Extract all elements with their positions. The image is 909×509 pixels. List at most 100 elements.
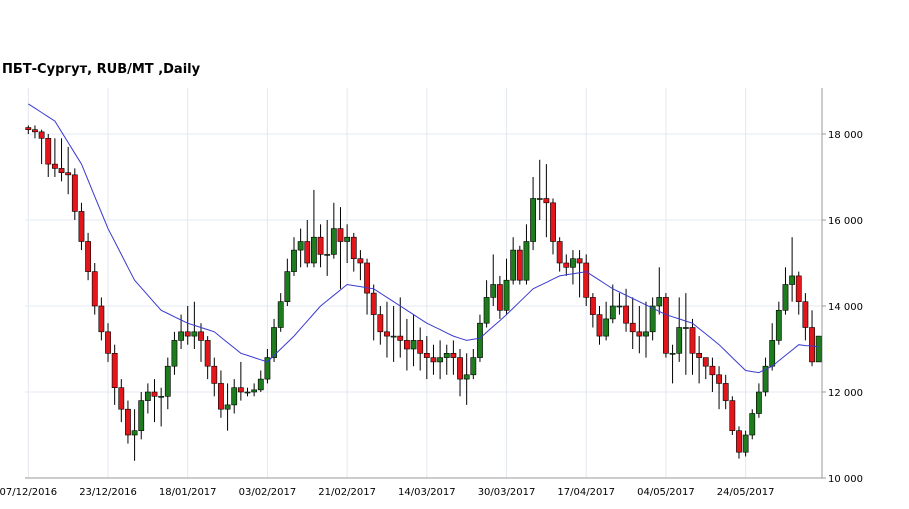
candle-body [689,327,696,354]
candle-body [125,408,131,436]
candle-body [437,357,444,363]
candle-body [397,335,404,341]
x-tick-label: 03/02/2017 [239,487,297,498]
grid [25,88,826,479]
candle-body [543,198,550,204]
candle-body [623,305,629,324]
x-tick-label: 24/05/2017 [717,487,775,498]
candle-body [131,430,138,436]
candle-body [782,284,789,311]
candle-body [443,352,450,358]
candle-body [749,413,756,436]
candle-body [164,365,171,397]
candle-body [138,400,145,432]
candle-body [477,322,483,358]
candle-body [257,378,264,391]
x-tick-label: 14/03/2017 [398,487,456,498]
candle-body [457,357,463,380]
candle-body [25,127,32,131]
candle-body [656,297,663,307]
candle-body [304,241,311,264]
candle-body [722,383,729,401]
y-tick-label: 12 000 [828,388,863,399]
candle-body [789,275,796,285]
candle-body [45,138,52,165]
candle-body [629,322,636,333]
candle-body [470,357,477,376]
candle-body [58,168,65,173]
candle-body [218,383,224,410]
candle-body [357,258,364,264]
candle-body [696,352,703,358]
candle-body [98,305,105,333]
x-tick-label: 04/05/2017 [637,487,695,498]
candle-body [291,249,297,272]
candle-body [463,374,470,380]
candle-body [191,331,198,337]
candle-body [536,198,543,200]
candle-body [171,340,178,367]
candle-body [244,391,251,394]
candle-body [550,202,556,242]
x-tick-label: 30/03/2017 [478,487,536,498]
candle-body [105,331,111,354]
candle-body [297,241,304,251]
candle-body [337,228,344,242]
candle-body [51,163,58,169]
candle-body [85,241,91,272]
candle-body [643,331,649,337]
candle-body [702,357,709,367]
candle-body [264,357,271,380]
candle-body [423,352,430,358]
candle-body [144,391,151,401]
candle-body [251,389,258,393]
x-tick-label: 17/04/2017 [557,487,615,498]
x-tick-label: 23/12/2016 [79,487,137,498]
candle-body [450,352,457,358]
candle-body [636,331,643,337]
candle-body [815,335,822,363]
candle-body [496,284,503,311]
candle-body [530,198,536,242]
marks [25,103,822,461]
candle-body [91,271,98,307]
candle-body [709,365,716,376]
candle-body [377,314,384,333]
candle-body [211,365,218,384]
y-tick-label: 14 000 [828,302,863,313]
y-tick-label: 10 000 [828,474,863,485]
candle-body [65,172,72,176]
y-tick-label: 16 000 [828,216,863,227]
x-tick-label: 21/02/2017 [318,487,376,498]
candle-body [570,258,576,268]
x-tick-label: 07/12/2016 [0,487,57,498]
candle-body [324,254,331,256]
candle-body [417,340,424,354]
candle-body [775,309,782,341]
candle-body [676,327,683,354]
candle-body [762,365,769,393]
candle-body [317,236,324,255]
candle-body [716,374,722,384]
candle-body [111,352,118,388]
candle-body [563,262,570,268]
candle-body [490,284,497,298]
candle-body [603,318,610,337]
moving-average-line [28,103,819,374]
candle-body [809,327,815,363]
candle-body [795,275,802,302]
candle-body [330,228,337,255]
candle-body [118,387,125,410]
candle-body [151,391,158,397]
candle-body [71,174,78,212]
candle-body [370,292,377,315]
candle-body [204,340,211,367]
candle-body [596,314,603,337]
candle-body [403,340,410,350]
candle-body [669,352,676,355]
candle-body [769,340,776,367]
candle-body [649,305,656,333]
y-tick-label: 18 000 [828,130,863,141]
candle-body [284,271,291,303]
